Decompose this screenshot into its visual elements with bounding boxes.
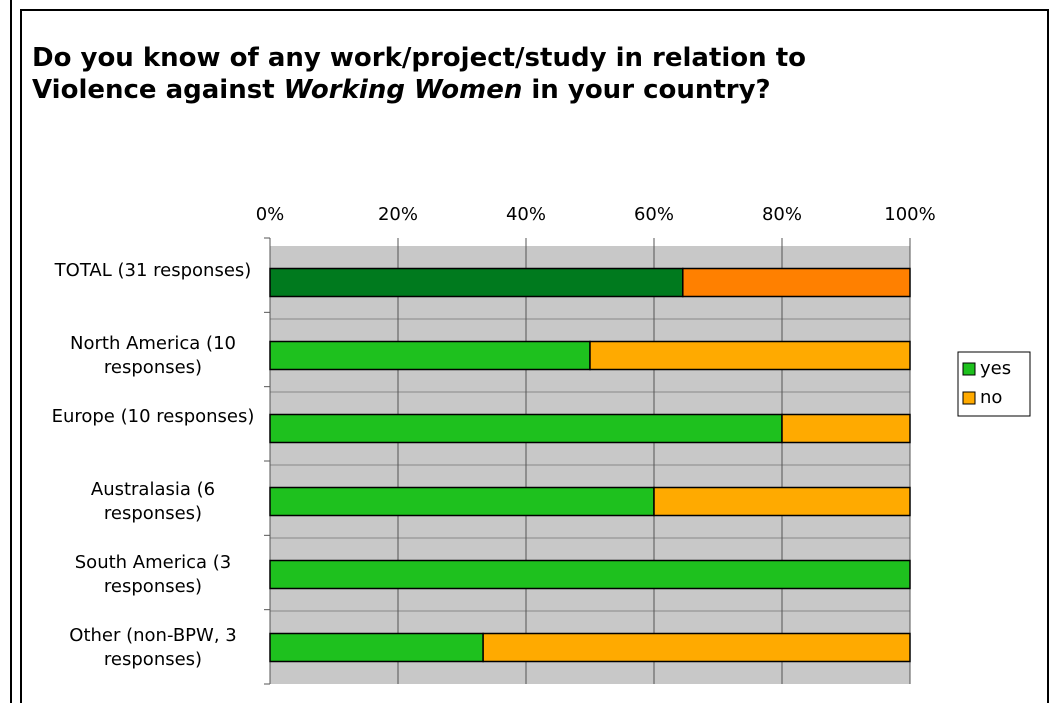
y-tick-label: TOTAL (31 responses) (54, 259, 252, 281)
chart-title: Do you know of any work/project/study in… (32, 42, 822, 106)
y-tick-label: North America (10 responses) (70, 332, 236, 378)
y-tick-label: Other (non-BPW, 3 responses) (69, 624, 237, 670)
title-text: Do you know of any work/project/study in… (32, 43, 807, 105)
title-emphasis: Working Women (283, 75, 523, 105)
bar-segment (269, 340, 591, 371)
y-tick-label: Australasia (6 responses) (90, 478, 216, 524)
legend-label: no (980, 387, 1002, 408)
bar-segment (269, 559, 911, 590)
legend-swatch (962, 391, 976, 405)
bar-segment (589, 340, 911, 371)
x-tick-label: 60% (634, 204, 674, 225)
legend-label: yes (980, 358, 1011, 379)
legend-swatch (962, 362, 976, 376)
y-tick-label: Europe (10 responses) (51, 405, 255, 427)
x-tick-label: 20% (378, 204, 418, 225)
frame (20, 9, 1049, 703)
bar-segment (269, 632, 484, 663)
y-tick-label: South America (3 responses) (74, 551, 232, 597)
bar-segment (781, 413, 911, 444)
x-tick-label: 0% (256, 204, 285, 225)
bar-segment (653, 486, 911, 517)
x-tick-label: 40% (506, 204, 546, 225)
bar-segment (682, 267, 911, 298)
bar-segment (269, 413, 783, 444)
bar-segment (482, 632, 911, 663)
bar-segment (269, 486, 655, 517)
x-tick-label: 80% (762, 204, 802, 225)
bar-segment (269, 267, 684, 298)
title-text: in your country? (522, 75, 771, 105)
x-tick-label: 100% (884, 204, 935, 225)
